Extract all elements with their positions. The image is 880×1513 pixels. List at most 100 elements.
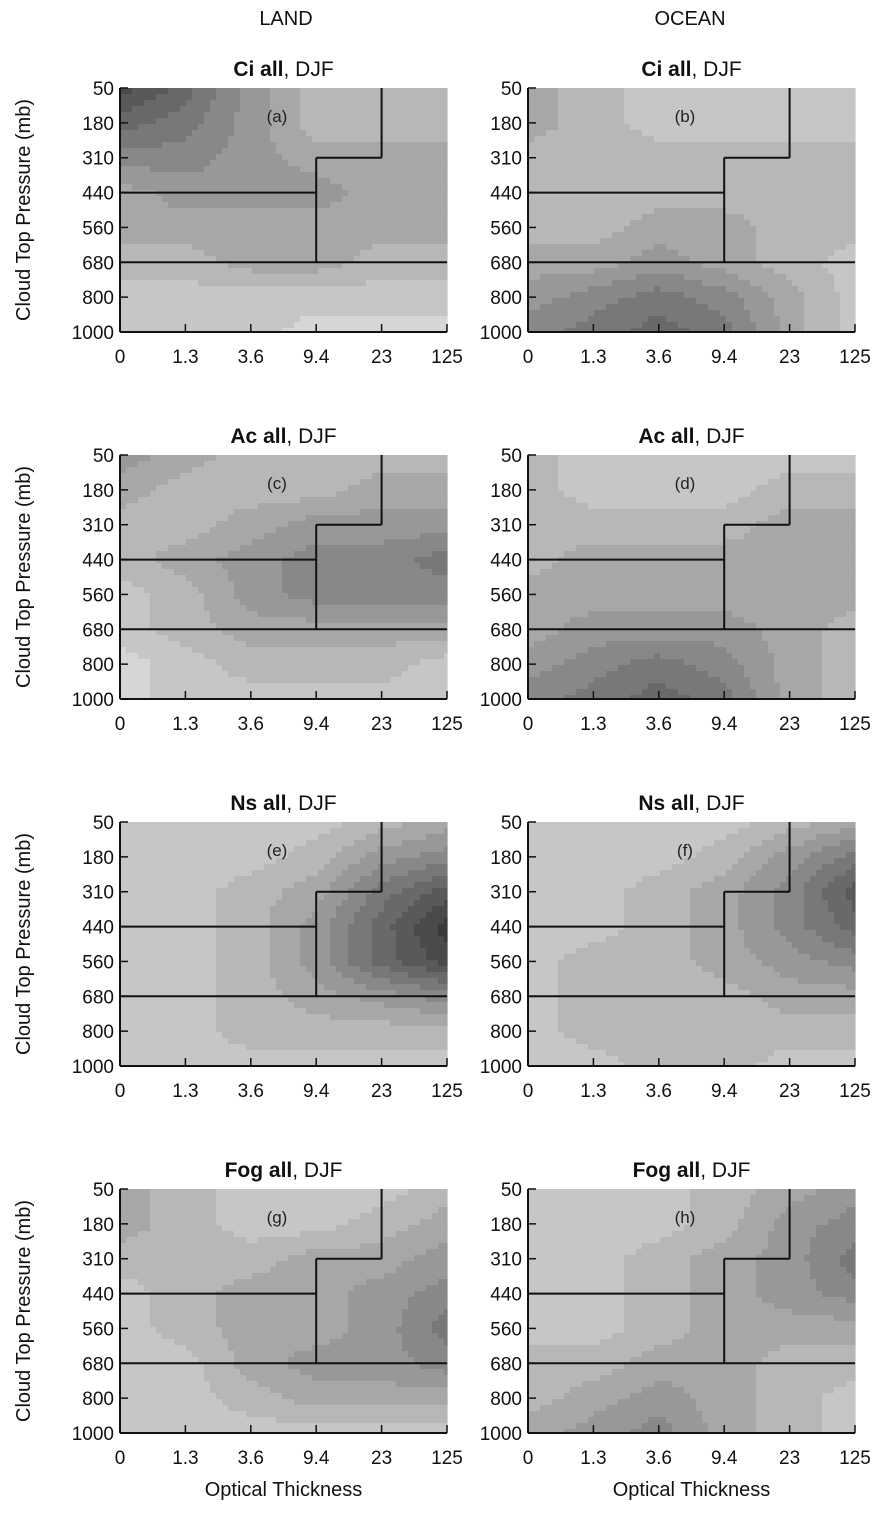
contour-cell bbox=[216, 250, 223, 257]
contour-cell bbox=[804, 172, 811, 179]
contour-cell bbox=[282, 208, 289, 215]
contour-cell bbox=[306, 310, 313, 317]
contour-cell bbox=[570, 142, 577, 149]
contour-cell bbox=[822, 208, 829, 215]
contour-cell bbox=[846, 172, 853, 179]
contour-cell bbox=[834, 124, 841, 131]
contour-cell bbox=[582, 298, 589, 305]
contour-cell bbox=[804, 106, 811, 113]
contour-cell bbox=[342, 112, 349, 119]
contour-cell bbox=[810, 274, 817, 281]
contour-cell bbox=[534, 184, 541, 191]
contour-cell bbox=[282, 232, 289, 239]
contour-cell bbox=[714, 184, 721, 191]
contour-cell bbox=[192, 274, 199, 281]
contour-cell bbox=[282, 166, 289, 173]
contour-cell bbox=[192, 292, 199, 299]
contour-cell bbox=[630, 298, 637, 305]
contour-cell bbox=[342, 142, 349, 149]
contour-cell bbox=[348, 286, 355, 293]
contour-cell bbox=[378, 190, 385, 197]
contour-cell bbox=[582, 178, 589, 185]
contour-cell bbox=[558, 124, 565, 131]
contour-cell bbox=[192, 124, 199, 131]
contour-cell bbox=[852, 136, 856, 143]
contour-cell bbox=[762, 250, 769, 257]
contour-cell bbox=[762, 100, 769, 107]
contour-cell bbox=[402, 244, 409, 251]
contour-cell bbox=[720, 112, 727, 119]
contour-cell bbox=[144, 310, 151, 317]
contour-cell bbox=[720, 124, 727, 131]
contour-cell bbox=[684, 166, 691, 173]
contour-cell bbox=[780, 328, 787, 333]
contour-cell bbox=[210, 112, 217, 119]
contour-cell bbox=[636, 304, 643, 311]
contour-cell bbox=[204, 461, 211, 468]
contour-cell bbox=[270, 214, 277, 221]
contour-cell bbox=[288, 178, 295, 185]
contour-cell bbox=[264, 202, 271, 209]
contour-cell bbox=[414, 292, 421, 299]
contour-cell bbox=[720, 292, 727, 299]
contour-cell bbox=[708, 316, 715, 323]
contour-cell bbox=[276, 322, 283, 329]
contour-cell bbox=[420, 328, 427, 333]
contour-cell bbox=[606, 118, 613, 125]
contour-cell bbox=[558, 136, 565, 143]
contour-cell bbox=[708, 142, 715, 149]
contour-cell bbox=[828, 232, 835, 239]
contour-cell bbox=[240, 166, 247, 173]
contour-cell bbox=[396, 196, 403, 203]
contour-cell bbox=[408, 172, 415, 179]
contour-cell bbox=[342, 280, 349, 287]
contour-cell bbox=[306, 106, 313, 113]
contour-cell bbox=[768, 310, 775, 317]
contour-cell bbox=[282, 256, 289, 263]
contour-cell bbox=[744, 244, 751, 251]
contour-cell bbox=[732, 220, 739, 227]
contour-cell bbox=[624, 136, 631, 143]
contour-cell bbox=[810, 124, 817, 131]
contour-cell bbox=[444, 130, 448, 137]
contour-cell bbox=[150, 238, 157, 245]
contour-cell bbox=[810, 196, 817, 203]
contour-cell bbox=[318, 256, 325, 263]
contour-cell bbox=[792, 280, 799, 287]
contour-cell bbox=[156, 130, 163, 137]
contour-cell bbox=[654, 154, 661, 161]
contour-cell bbox=[654, 166, 661, 173]
contour-cell bbox=[420, 226, 427, 233]
contour-cell bbox=[726, 190, 733, 197]
contour-cell bbox=[630, 202, 637, 209]
contour-cell bbox=[696, 220, 703, 227]
contour-cell bbox=[852, 280, 856, 287]
contour-cell bbox=[558, 208, 565, 215]
contour-cell bbox=[660, 232, 667, 239]
contour-cell bbox=[264, 196, 271, 203]
contour-cell bbox=[744, 112, 751, 119]
contour-cell bbox=[162, 455, 169, 462]
contour-cell bbox=[660, 154, 667, 161]
contour-cell bbox=[594, 220, 601, 227]
contour-cell bbox=[732, 202, 739, 209]
contour-cell bbox=[642, 328, 649, 333]
contour-cell bbox=[744, 118, 751, 125]
contour-cell bbox=[594, 322, 601, 329]
contour-cell bbox=[132, 286, 139, 293]
contour-cell bbox=[414, 178, 421, 185]
contour-cell bbox=[708, 106, 715, 113]
contour-cell bbox=[702, 166, 709, 173]
contour-cell bbox=[552, 262, 559, 269]
contour-cell bbox=[348, 118, 355, 125]
contour-cell bbox=[810, 88, 817, 95]
contour-cell bbox=[780, 118, 787, 125]
contour-cell bbox=[120, 214, 127, 221]
contour-cell bbox=[324, 280, 331, 287]
contour-cell bbox=[372, 106, 379, 113]
contour-cell bbox=[120, 130, 127, 137]
contour-cell bbox=[582, 88, 589, 95]
contour-cell bbox=[798, 256, 805, 263]
contour-cell bbox=[684, 304, 691, 311]
